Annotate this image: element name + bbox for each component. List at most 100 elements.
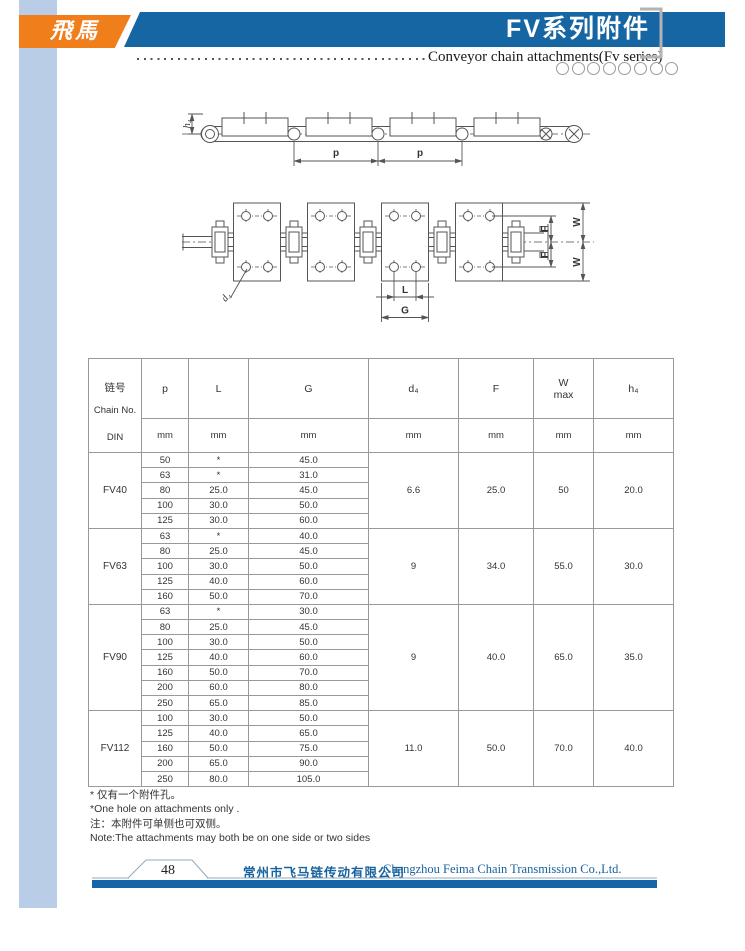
unit-cell: mm	[368, 418, 459, 453]
dim-label-p: p	[333, 148, 339, 159]
l-cell: 40.0	[188, 725, 249, 742]
chain-side-view-drawing: h₄ p p	[182, 112, 592, 166]
g-cell: 31.0	[248, 467, 369, 484]
col-header-l: L	[188, 358, 249, 419]
l-cell: 25.0	[188, 543, 249, 560]
table-row: 125 40.0 60.0	[89, 649, 674, 666]
h4-cell: 30.0	[593, 527, 674, 605]
left-accent-bar	[19, 0, 57, 908]
l-cell: 30.0	[188, 710, 249, 727]
footnotes: * 仅有一个附件孔。 *One hole on attachments only…	[90, 788, 370, 845]
l-cell: 30.0	[188, 634, 249, 651]
spec-table-wrap: 链号 Chain No. DIN p L G d₄ F W max h₄	[88, 358, 674, 788]
dotted-leader	[137, 58, 426, 60]
g-cell: 60.0	[248, 512, 369, 529]
p-cell: 250	[141, 694, 189, 712]
g-cell: 70.0	[248, 664, 369, 681]
g-cell: 105.0	[248, 770, 369, 788]
spec-table: 链号 Chain No. DIN p L G d₄ F W max h₄	[88, 358, 674, 788]
l-cell: *	[188, 451, 249, 469]
chain-no-header: 链号 Chain No. DIN	[88, 358, 142, 453]
p-cell: 80	[141, 619, 189, 636]
dim-label-f: F	[540, 252, 551, 258]
g-cell: 60.0	[248, 649, 369, 666]
dim-label-l: L	[402, 285, 408, 296]
l-cell: 25.0	[188, 619, 249, 636]
g-cell: 90.0	[248, 755, 369, 772]
g-cell: 45.0	[248, 482, 369, 499]
page-title: FV系列附件	[506, 15, 650, 43]
table-header-row: 链号 Chain No. DIN p L G d₄ F W max h₄	[88, 358, 674, 453]
p-cell: 100	[141, 497, 189, 514]
w-cell: 65.0	[533, 603, 594, 712]
g-cell: 75.0	[248, 740, 369, 757]
decorative-circle-row	[556, 62, 681, 75]
table-unit-row: mm mm mm mm mm mm mm	[89, 418, 674, 453]
footnote-line: *One hole on attachments only .	[90, 803, 240, 816]
f-cell: 40.0	[458, 603, 534, 712]
unit-cell: mm	[593, 418, 674, 453]
l-cell: 40.0	[188, 649, 249, 666]
table-row: 125 40.0 65.0	[89, 725, 674, 742]
g-cell: 80.0	[248, 679, 369, 697]
p-cell: 100	[141, 710, 189, 727]
unit-cell: mm	[141, 418, 189, 453]
col-header-f: F	[458, 358, 534, 419]
dim-label-p: p	[417, 148, 423, 159]
chain-no-cell: FV90	[88, 603, 142, 712]
decorative-circle	[618, 62, 632, 75]
l-cell: *	[188, 467, 249, 484]
g-cell: 50.0	[248, 558, 369, 575]
g-cell: 50.0	[248, 497, 369, 514]
table-row: 100 30.0 50.0	[89, 497, 674, 514]
l-cell: 50.0	[188, 588, 249, 605]
footer-bar	[92, 880, 657, 888]
table-row: FV63 63 * 40.0 9 34.0 55.0 30.0	[88, 527, 674, 605]
chain-no-header-cn: 链号	[104, 382, 126, 394]
l-cell: 30.0	[188, 558, 249, 575]
logo-text: 飛馬	[49, 18, 100, 43]
chain-top-view-drawing: d₄ L G F F W W	[182, 202, 594, 322]
l-cell: 65.0	[188, 755, 249, 772]
chain-no-cell: FV40	[88, 452, 142, 529]
l-cell: 40.0	[188, 573, 249, 590]
footnote-line: 注：本附件可单侧也可双侧。	[90, 817, 227, 830]
col-header-h4: h₄	[593, 358, 674, 419]
decorative-circle	[633, 62, 647, 75]
g-cell: 40.0	[248, 527, 369, 545]
g-cell: 30.0	[248, 603, 369, 621]
footnote-line: * 仅有一个附件孔。	[90, 789, 182, 801]
col-header-p: p	[141, 358, 189, 419]
spec-table-body: FV40 50 * 45.0 6.6 25.0 50 20.0 63 * 31.0 80 25.0 45.…	[88, 451, 674, 788]
p-cell: 160	[141, 664, 189, 681]
p-cell: 80	[141, 543, 189, 560]
l-cell: 30.0	[188, 512, 249, 529]
l-cell: 50.0	[188, 740, 249, 757]
dim-label-w: W	[572, 217, 583, 227]
p-cell: 250	[141, 770, 189, 788]
table-row: 80 25.0 45.0	[89, 619, 674, 636]
decorative-circle	[571, 62, 585, 75]
l-cell: 80.0	[188, 770, 249, 788]
d4-cell: 9	[368, 527, 459, 605]
table-row: 80 25.0 45.0	[89, 543, 674, 560]
w-cell: 70.0	[533, 710, 594, 788]
l-cell: 25.0	[188, 482, 249, 499]
p-cell: 125	[141, 573, 189, 590]
g-cell: 45.0	[248, 451, 369, 469]
company-logo: 飛馬	[19, 15, 131, 48]
table-row: 63 * 31.0	[89, 467, 674, 484]
table-row: 160 50.0 75.0	[89, 740, 674, 757]
table-row: FV112 100 30.0 50.0 11.0 50.0 70.0 40.0	[88, 710, 674, 788]
col-header-w-line2: max	[553, 388, 574, 401]
l-cell: 60.0	[188, 679, 249, 697]
dim-label-d4: d₄	[219, 290, 233, 304]
footer-company-cn: 常州市飞马链传动有限公司	[243, 866, 406, 880]
d4-cell: 11.0	[368, 710, 459, 788]
col-header-w-line1: W	[558, 376, 569, 389]
dim-label-w: W	[572, 257, 583, 267]
h4-cell: 20.0	[593, 452, 674, 529]
table-row: 100 30.0 50.0	[89, 558, 674, 575]
p-cell: 125	[141, 512, 189, 529]
